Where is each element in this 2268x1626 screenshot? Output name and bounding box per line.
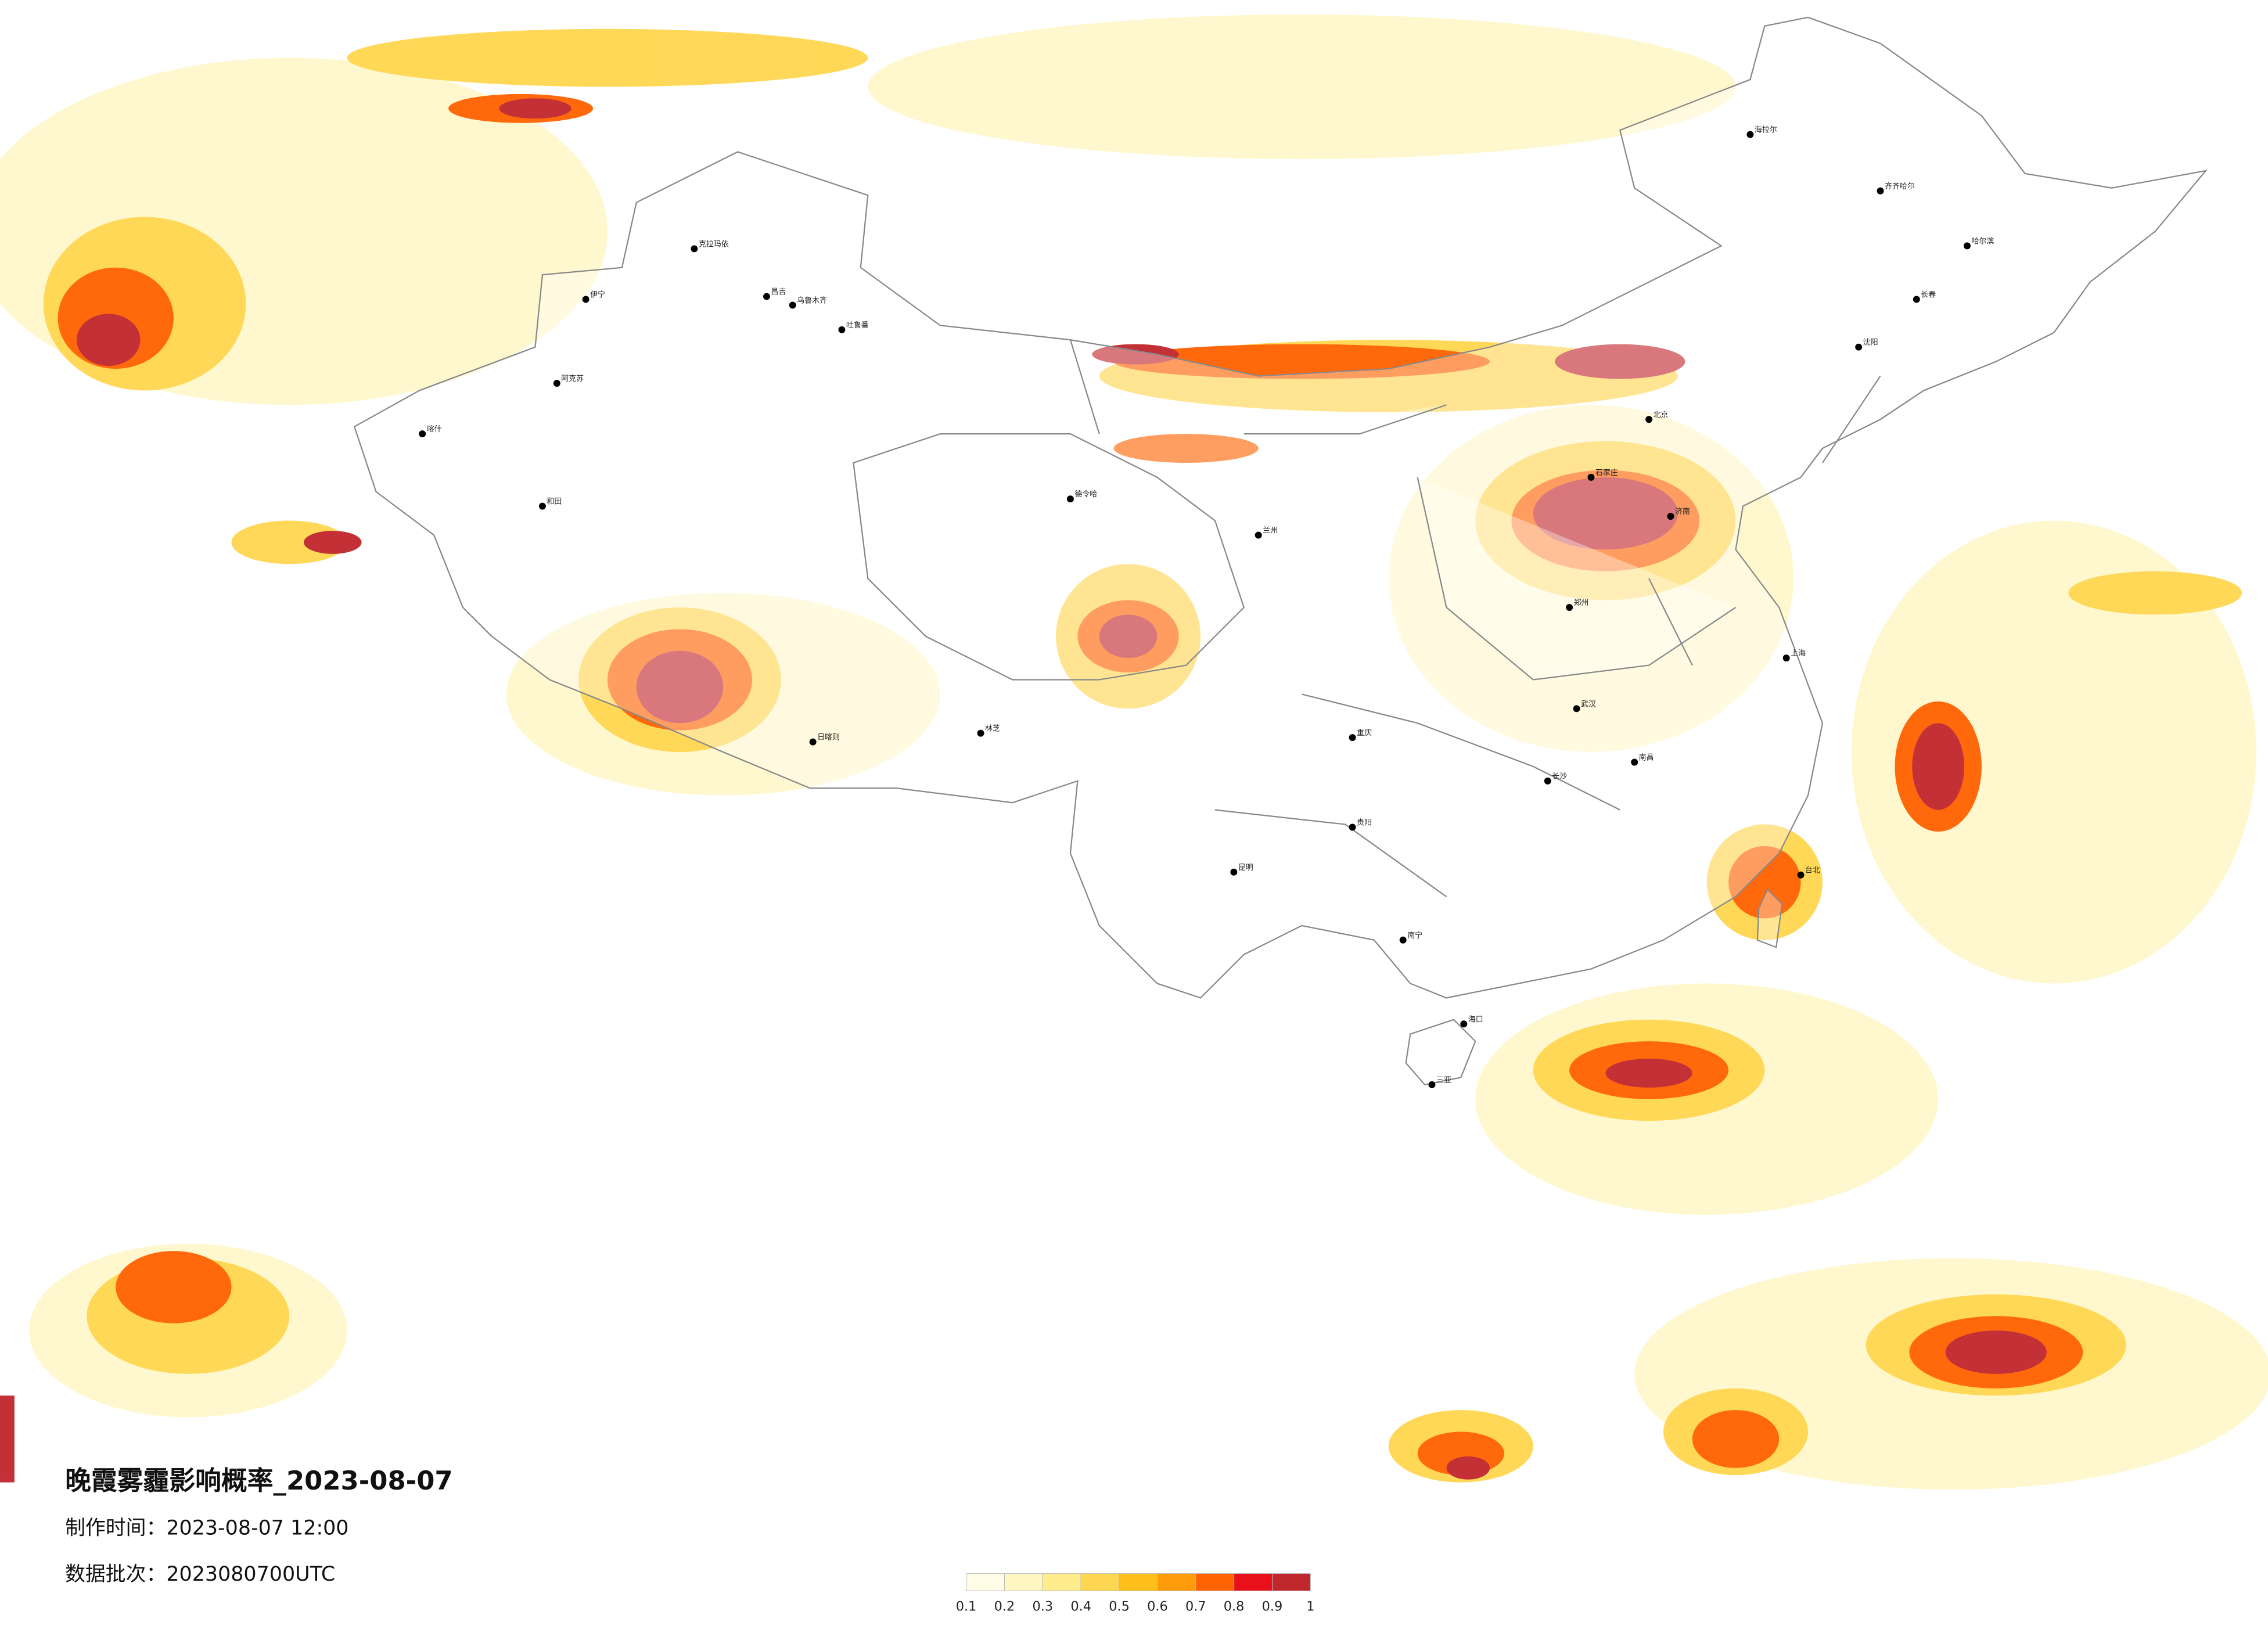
city-label: 兰州 <box>1263 526 1278 535</box>
legend-tick-label: 0.4 <box>1070 1599 1091 1614</box>
city-marker <box>1855 343 1863 351</box>
city-marker <box>1460 1020 1468 1028</box>
city-marker <box>1230 868 1238 876</box>
city-marker <box>553 379 560 387</box>
map-title: 晚霞雾霾影响概率_2023-08-07 <box>65 1465 453 1496</box>
city-marker <box>1573 705 1580 713</box>
legend-swatch <box>966 1573 1005 1591</box>
city-marker <box>1544 777 1551 785</box>
city-marker <box>838 326 846 333</box>
city-marker <box>977 729 984 737</box>
legend-tick-label: 0.9 <box>1262 1599 1283 1614</box>
city-label: 海拉尔 <box>1755 126 1777 135</box>
city-marker <box>1964 242 1971 250</box>
legend-tick-label: 0.8 <box>1224 1599 1245 1614</box>
city-label: 昆明 <box>1238 864 1253 872</box>
city-marker <box>1566 604 1573 611</box>
legend-swatch <box>1119 1573 1158 1591</box>
legend-tick-label: 0.5 <box>1109 1599 1130 1614</box>
city-label: 贵阳 <box>1357 819 1372 828</box>
city-marker <box>789 301 796 309</box>
city-marker <box>419 430 426 438</box>
data-batch: 数据批次：2023080700UTC <box>65 1563 335 1586</box>
city-label: 吐鲁番 <box>846 321 869 330</box>
city-label: 伊宁 <box>590 290 605 300</box>
city-label: 克拉玛依 <box>699 240 729 249</box>
city-label: 乌鲁木齐 <box>797 296 827 305</box>
city-label: 南宁 <box>1407 931 1422 940</box>
city-label: 海口 <box>1468 1015 1483 1024</box>
city-marker <box>1782 654 1790 662</box>
city-label: 阿克苏 <box>561 374 584 383</box>
legend-tick-label: 0.7 <box>1185 1599 1206 1614</box>
city-marker <box>1877 187 1884 195</box>
city-marker <box>1631 758 1638 766</box>
city-label: 石家庄 <box>1595 468 1618 477</box>
city-marker <box>1797 871 1805 879</box>
city-marker <box>691 245 698 253</box>
legend-swatch <box>1004 1573 1043 1591</box>
city-marker <box>1428 1081 1436 1088</box>
city-label: 长春 <box>1921 291 1936 300</box>
legend-swatch <box>1234 1573 1273 1591</box>
legend-swatch <box>1042 1573 1081 1591</box>
city-label: 日喀则 <box>817 733 840 742</box>
city-label: 重庆 <box>1357 728 1372 738</box>
city-marker <box>1349 823 1356 831</box>
legend-swatch <box>1195 1573 1235 1591</box>
city-marker <box>538 502 546 510</box>
city-label: 台北 <box>1805 866 1820 875</box>
legend-tick-label: 0.2 <box>994 1599 1015 1614</box>
legend-swatch <box>1271 1573 1311 1591</box>
city-label: 昌吉 <box>771 288 786 297</box>
city-marker <box>763 293 770 300</box>
city-label: 和田 <box>547 498 562 506</box>
legend-tick-label: 1 <box>1306 1599 1314 1614</box>
city-label: 上海 <box>1791 649 1806 658</box>
city-label: 三亚 <box>1436 1076 1451 1085</box>
city-label: 郑州 <box>1574 599 1589 607</box>
city-marker <box>1667 513 1674 520</box>
city-label: 南昌 <box>1639 753 1654 762</box>
city-label: 齐齐哈尔 <box>1885 182 1915 191</box>
city-label: 长沙 <box>1552 772 1567 781</box>
legend-tick-label: 0.1 <box>956 1599 977 1614</box>
legend-tick-label: 0.6 <box>1147 1599 1168 1614</box>
city-marker <box>1913 296 1920 303</box>
city-label: 林芝 <box>985 724 1000 733</box>
city-label: 哈尔滨 <box>1971 236 1994 246</box>
city-marker <box>1746 131 1754 138</box>
city-marker <box>1066 495 1074 503</box>
legend: 0.1 0.2 0.3 0.4 0.5 0.6 0.7 0.8 0.9 1 <box>956 1573 1314 1614</box>
city-marker <box>582 296 590 303</box>
city-marker <box>1399 936 1407 944</box>
city-marker <box>1587 473 1595 481</box>
city-label: 北京 <box>1654 411 1669 419</box>
city-label: 喀什 <box>427 425 442 434</box>
legend-swatch <box>1157 1573 1196 1591</box>
production-time: 制作时间：2023-08-07 12:00 <box>65 1516 348 1539</box>
city-label: 德令哈 <box>1074 490 1097 499</box>
city-marker <box>1645 416 1653 423</box>
city-label: 济南 <box>1675 507 1690 516</box>
city-marker <box>1349 734 1356 742</box>
city-marker <box>1255 531 1262 539</box>
legend-swatch <box>1080 1573 1120 1591</box>
legend-tick-label: 0.3 <box>1033 1599 1054 1614</box>
city-label: 武汉 <box>1581 700 1596 708</box>
country-borders <box>353 16 2208 1086</box>
city-marker <box>809 738 817 746</box>
heat-layer <box>0 14 2268 1490</box>
city-label: 沈阳 <box>1863 339 1878 347</box>
